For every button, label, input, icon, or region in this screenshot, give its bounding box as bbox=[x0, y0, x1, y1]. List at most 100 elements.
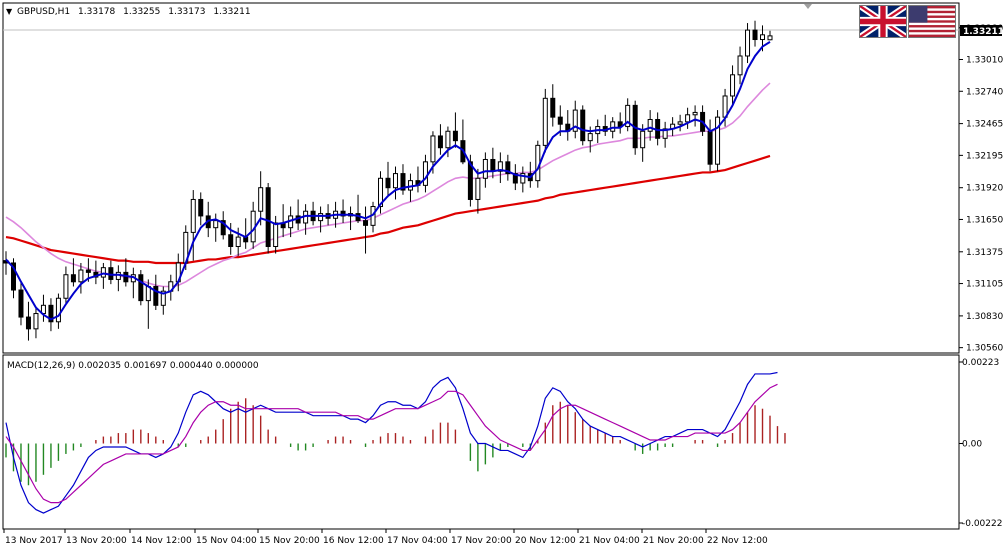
macd-lines-layer bbox=[5, 371, 778, 514]
candle-body bbox=[542, 97, 548, 146]
candle-body bbox=[475, 177, 481, 200]
price-tick-label: 1.31920 bbox=[966, 184, 1003, 194]
macd-tick-label: 0.00223 bbox=[962, 358, 999, 368]
macd-header: MACD(12,26,9) 0.002035 0.001697 0.000440… bbox=[7, 361, 259, 371]
candle-body bbox=[730, 74, 736, 97]
macd-tick-label: 0.00 bbox=[962, 440, 982, 450]
us-flag-icon bbox=[908, 5, 956, 38]
time-tick-label: 21 Nov 20:00 bbox=[643, 536, 704, 546]
candle-body bbox=[392, 173, 398, 189]
candle-body bbox=[385, 177, 391, 189]
uk-flag-icon bbox=[859, 5, 907, 38]
time-tick-label: 16 Nov 12:00 bbox=[323, 536, 384, 546]
time-tick-label: 17 Nov 04:00 bbox=[387, 536, 448, 546]
price-tick-label: 1.32740 bbox=[966, 87, 1003, 97]
candle-body bbox=[572, 109, 578, 132]
time-tick-label: 17 Nov 20:00 bbox=[451, 536, 512, 546]
candle-body bbox=[550, 97, 556, 118]
candle-body bbox=[273, 222, 279, 248]
price-tick-label: 1.31650 bbox=[966, 215, 1003, 225]
symbol-open: 1.33178 bbox=[78, 7, 115, 17]
macd-main-line bbox=[5, 371, 778, 514]
candle-body bbox=[482, 158, 488, 179]
candle-body bbox=[512, 173, 518, 184]
price-tick-label: 1.32465 bbox=[966, 120, 1003, 130]
candle-body bbox=[363, 220, 369, 226]
time-tick-label: 21 Nov 04:00 bbox=[579, 536, 640, 546]
candle-body bbox=[198, 198, 204, 217]
candle-body bbox=[265, 187, 271, 248]
candle-body bbox=[520, 173, 526, 184]
candle-body bbox=[100, 267, 106, 278]
candle-body bbox=[715, 116, 721, 165]
candle-body bbox=[145, 285, 151, 302]
macd-histogram-layer bbox=[5, 398, 786, 486]
candle-body bbox=[587, 133, 593, 142]
time-tick-label: 20 Nov 12:00 bbox=[515, 536, 576, 546]
price-tick-label: 1.32195 bbox=[966, 151, 1003, 161]
candle-body bbox=[220, 220, 226, 236]
candle-body bbox=[70, 274, 76, 283]
fast-moving-average-line bbox=[5, 41, 771, 321]
candle-body bbox=[467, 161, 473, 200]
candle-body bbox=[505, 161, 511, 175]
candle-body bbox=[378, 177, 384, 208]
candle-body bbox=[10, 262, 16, 291]
candle-body bbox=[55, 297, 61, 323]
candle-body bbox=[18, 289, 24, 318]
symbol-header: GBPUSD,H1 1.33178 1.33255 1.33173 1.3321… bbox=[17, 7, 251, 17]
candle-body bbox=[85, 269, 91, 273]
candle-body bbox=[190, 198, 196, 233]
candle-body bbox=[662, 128, 668, 139]
candle-body bbox=[33, 313, 39, 330]
macd-panel[interactable] bbox=[2, 354, 960, 530]
slow-moving-average-line bbox=[5, 154, 771, 265]
price-tick-label: 1.33010 bbox=[966, 56, 1003, 66]
candle-body bbox=[752, 29, 758, 41]
price-tick-label: 1.31105 bbox=[966, 280, 1003, 290]
candle-body bbox=[78, 269, 84, 283]
time-axis[interactable]: 13 Nov 2017 13 Nov 20:00 14 Nov 12:00 15 No… bbox=[3, 529, 768, 546]
symbol-low: 1.33173 bbox=[168, 7, 205, 17]
time-tick-label: 15 Nov 20:00 bbox=[259, 536, 320, 546]
fast-ma-layer bbox=[5, 41, 771, 321]
time-tick-label: 22 Nov 12:00 bbox=[707, 536, 768, 546]
candle-body bbox=[497, 161, 503, 172]
chart-shift-marker-icon[interactable] bbox=[804, 4, 812, 9]
time-tick-label: 13 Nov 20:00 bbox=[66, 536, 127, 546]
candle-body bbox=[48, 304, 54, 323]
current-price-label: 1.33211 bbox=[963, 27, 1004, 37]
candle-body bbox=[318, 213, 324, 222]
macd-axis[interactable]: 0.00223 0.00 -0.00222 bbox=[959, 358, 1002, 529]
candle-body bbox=[422, 161, 428, 186]
candle-body bbox=[745, 29, 751, 57]
price-tick-label: 1.30830 bbox=[966, 312, 1003, 322]
time-tick-label: 15 Nov 04:00 bbox=[196, 536, 257, 546]
candle-body bbox=[228, 234, 234, 248]
time-tick-label: 14 Nov 12:00 bbox=[131, 536, 192, 546]
candle-body bbox=[258, 187, 264, 212]
symbol-header-arrow-icon: ▼ bbox=[6, 7, 13, 16]
candle-body bbox=[707, 130, 713, 165]
candle-body bbox=[767, 35, 773, 41]
candles-layer bbox=[3, 20, 773, 341]
candle-body bbox=[490, 158, 496, 172]
price-tick-label: 1.30560 bbox=[966, 344, 1003, 354]
candle-body bbox=[625, 104, 631, 128]
price-tick-label: 1.31375 bbox=[966, 248, 1003, 258]
slow-ma-layer bbox=[5, 154, 771, 265]
macd-tick-label: -0.00222 bbox=[962, 519, 1002, 529]
candle-body bbox=[400, 173, 406, 191]
candle-body bbox=[437, 135, 443, 149]
candle-body bbox=[25, 316, 31, 330]
candle-body bbox=[737, 55, 743, 76]
candle-body bbox=[213, 220, 219, 229]
candle-body bbox=[452, 130, 458, 142]
candle-body bbox=[647, 118, 653, 132]
candle-body bbox=[685, 114, 691, 123]
candle-body bbox=[63, 274, 69, 299]
candle-body bbox=[160, 290, 166, 306]
price-axis[interactable]: 1.332801.330101.327401.324651.321951.319… bbox=[959, 24, 1003, 354]
